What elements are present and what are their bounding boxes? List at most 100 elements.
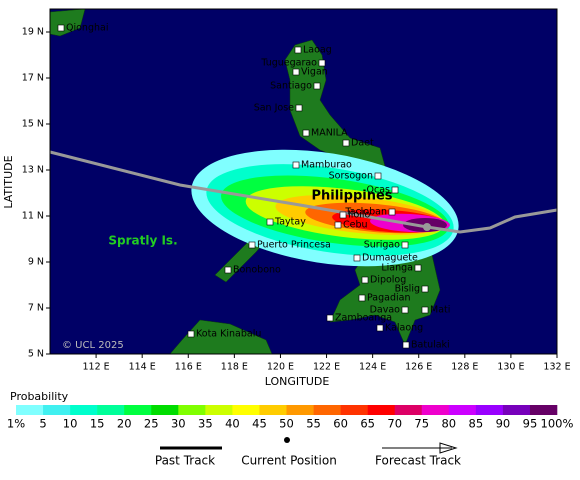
city-marker	[292, 68, 300, 76]
scale-label: 60	[333, 417, 348, 431]
scale-swatch	[475, 405, 504, 415]
city-label: Taytay	[274, 217, 306, 228]
x-tick-label: 126 E	[405, 362, 432, 373]
city-label: MANILA	[311, 128, 348, 139]
city-label: Kalaong	[385, 323, 423, 334]
x-tick-label: 130 E	[497, 362, 524, 373]
forecast-track	[426, 208, 558, 234]
region-label: Spratly Is.	[108, 234, 177, 248]
y-axis-label: LATITUDE	[2, 155, 15, 208]
city-marker	[361, 276, 369, 284]
city-label: Tuguegarao	[260, 58, 317, 69]
scale-label: 35	[198, 417, 213, 431]
city-marker	[334, 221, 342, 229]
city-label: Kota Kinabalu	[196, 329, 261, 340]
x-tick-label: 132 E	[543, 362, 570, 373]
scale-swatch	[124, 405, 152, 415]
scale-swatch	[97, 405, 125, 415]
city-label: Iloilo	[348, 210, 371, 221]
scale-label: 30	[171, 417, 186, 431]
city-marker	[402, 341, 410, 349]
y-tick-label: 15 N	[22, 119, 44, 130]
city-label: Bislig	[395, 284, 420, 295]
city-marker	[292, 161, 300, 169]
x-tick-label: 128 E	[451, 362, 478, 373]
scale-swatch	[340, 405, 368, 415]
city-marker	[339, 211, 347, 219]
city-marker	[401, 241, 409, 249]
scale-label: 20	[117, 417, 132, 431]
legend-title: Probability	[10, 390, 69, 403]
scale-label: 50	[279, 417, 294, 431]
copyright: © UCL 2025	[62, 340, 124, 351]
legend-forecast-arrow	[439, 442, 458, 454]
scale-label: 90	[496, 417, 511, 431]
current-position	[423, 223, 431, 231]
city-marker	[326, 314, 334, 322]
city-marker	[353, 254, 361, 262]
city-marker	[401, 306, 409, 314]
scale-label: 65	[360, 417, 375, 431]
y-tick-label: 11 N	[22, 211, 44, 222]
y-tick-label: 13 N	[22, 165, 44, 176]
x-tick-label: 116 E	[175, 362, 202, 373]
x-axis-label: LONGITUDE	[265, 375, 330, 388]
city-marker	[187, 330, 195, 338]
y-tick-label: 7 N	[28, 303, 44, 314]
scale-label: 15	[90, 417, 105, 431]
past-track	[49, 150, 428, 229]
x-tick-label: 120 E	[267, 362, 294, 373]
scale-swatch	[502, 405, 531, 415]
city-label: Sorsogon	[329, 171, 373, 182]
city-marker	[313, 82, 321, 90]
x-tick-label: 122 E	[313, 362, 340, 373]
y-tick-label: 9 N	[28, 257, 44, 268]
scale-swatch	[367, 405, 395, 415]
scale-swatch	[205, 405, 233, 415]
city-label: Dipolog	[370, 275, 406, 286]
city-marker	[376, 324, 384, 332]
legend-label: Current Position	[241, 454, 337, 468]
scale-swatch	[16, 405, 44, 415]
city-marker	[374, 172, 382, 180]
city-label: San Jose	[254, 103, 294, 114]
legend-position-dot	[284, 437, 290, 443]
y-tick-label: 19 N	[22, 27, 44, 38]
legend-label: Forecast Track	[375, 454, 461, 468]
city-label: Santiago	[270, 81, 312, 92]
city-label: Mati	[430, 305, 450, 316]
city-marker	[318, 59, 326, 67]
city-marker	[224, 266, 232, 274]
y-tick-label: 17 N	[22, 73, 44, 84]
scale-label: 80	[441, 417, 456, 431]
city-marker	[302, 129, 310, 137]
city-marker	[414, 264, 422, 272]
city-label: Puerto Princesa	[257, 240, 331, 251]
city-label: Tacloban	[344, 207, 387, 218]
scale-swatch	[43, 405, 71, 415]
scale-swatch	[313, 405, 341, 415]
scale-label: 10	[63, 417, 78, 431]
city-marker	[294, 46, 302, 54]
city-label: Laoag	[303, 45, 332, 56]
scale-swatch	[529, 405, 558, 415]
city-marker	[391, 186, 399, 194]
scale-label: 95	[523, 417, 538, 431]
scale-swatch	[259, 405, 287, 415]
scale-label: 5	[39, 417, 46, 431]
scale-label: 75	[414, 417, 429, 431]
scale-swatch	[394, 405, 423, 415]
scale-label: 25	[144, 417, 159, 431]
city-marker	[342, 139, 350, 147]
x-tick-label: 124 E	[359, 362, 386, 373]
city-marker	[421, 306, 429, 314]
city-label: Qionghai	[66, 23, 108, 34]
region-label: Philippines	[311, 189, 392, 204]
legend-label: Past Track	[155, 454, 215, 468]
x-tick-label: 114 E	[129, 362, 156, 373]
scale-swatch	[421, 405, 450, 415]
scale-label: 45	[252, 417, 267, 431]
x-tick-label: 118 E	[221, 362, 248, 373]
city-marker	[358, 294, 366, 302]
